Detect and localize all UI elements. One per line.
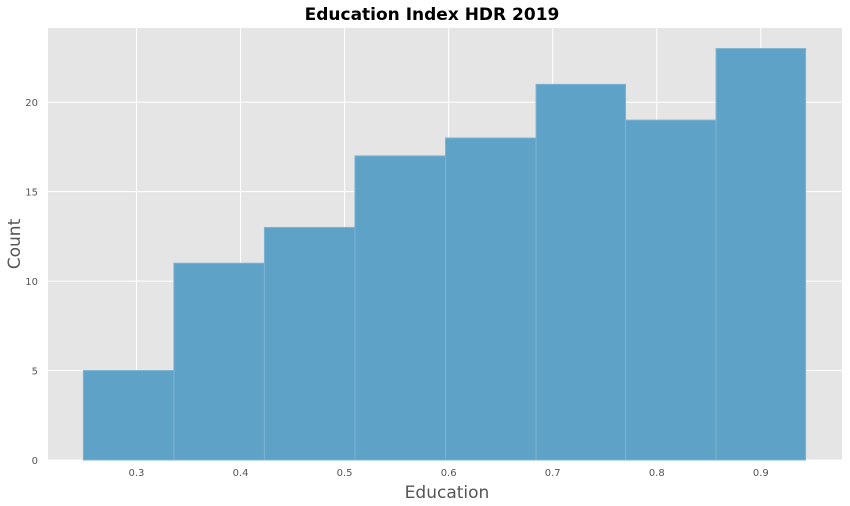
x-tick-label: 0.4 [233,468,249,479]
x-tick-label: 0.7 [545,468,561,479]
x-axis-label: Education [405,483,490,503]
bars [82,48,807,461]
y-tick-label: 15 [25,188,38,199]
y-tick-label: 0 [32,456,38,467]
y-axis-ticks: 0 5 10 15 20 [25,98,38,467]
x-axis-ticks: 0.3 0.4 0.5 0.6 0.7 0.8 0.9 [129,468,769,479]
histogram-bar [625,119,717,461]
y-tick-label: 5 [32,367,38,378]
y-tick-label: 20 [25,98,38,109]
x-tick-label: 0.6 [441,468,457,479]
chart-title: Education Index HDR 2019 [305,5,560,25]
histogram-bar [535,83,627,461]
y-axis-label: Count [5,218,25,269]
histogram-bar [354,155,447,461]
x-tick-label: 0.9 [753,468,769,479]
x-tick-label: 0.5 [337,468,353,479]
histogram-bar [82,370,175,461]
histogram-bar [715,48,807,461]
histogram-bar [173,262,265,461]
x-tick-label: 0.3 [129,468,145,479]
histogram-bar [445,137,537,461]
y-tick-label: 10 [25,277,38,288]
x-tick-label: 0.8 [649,468,665,479]
histogram-bar [263,226,356,461]
